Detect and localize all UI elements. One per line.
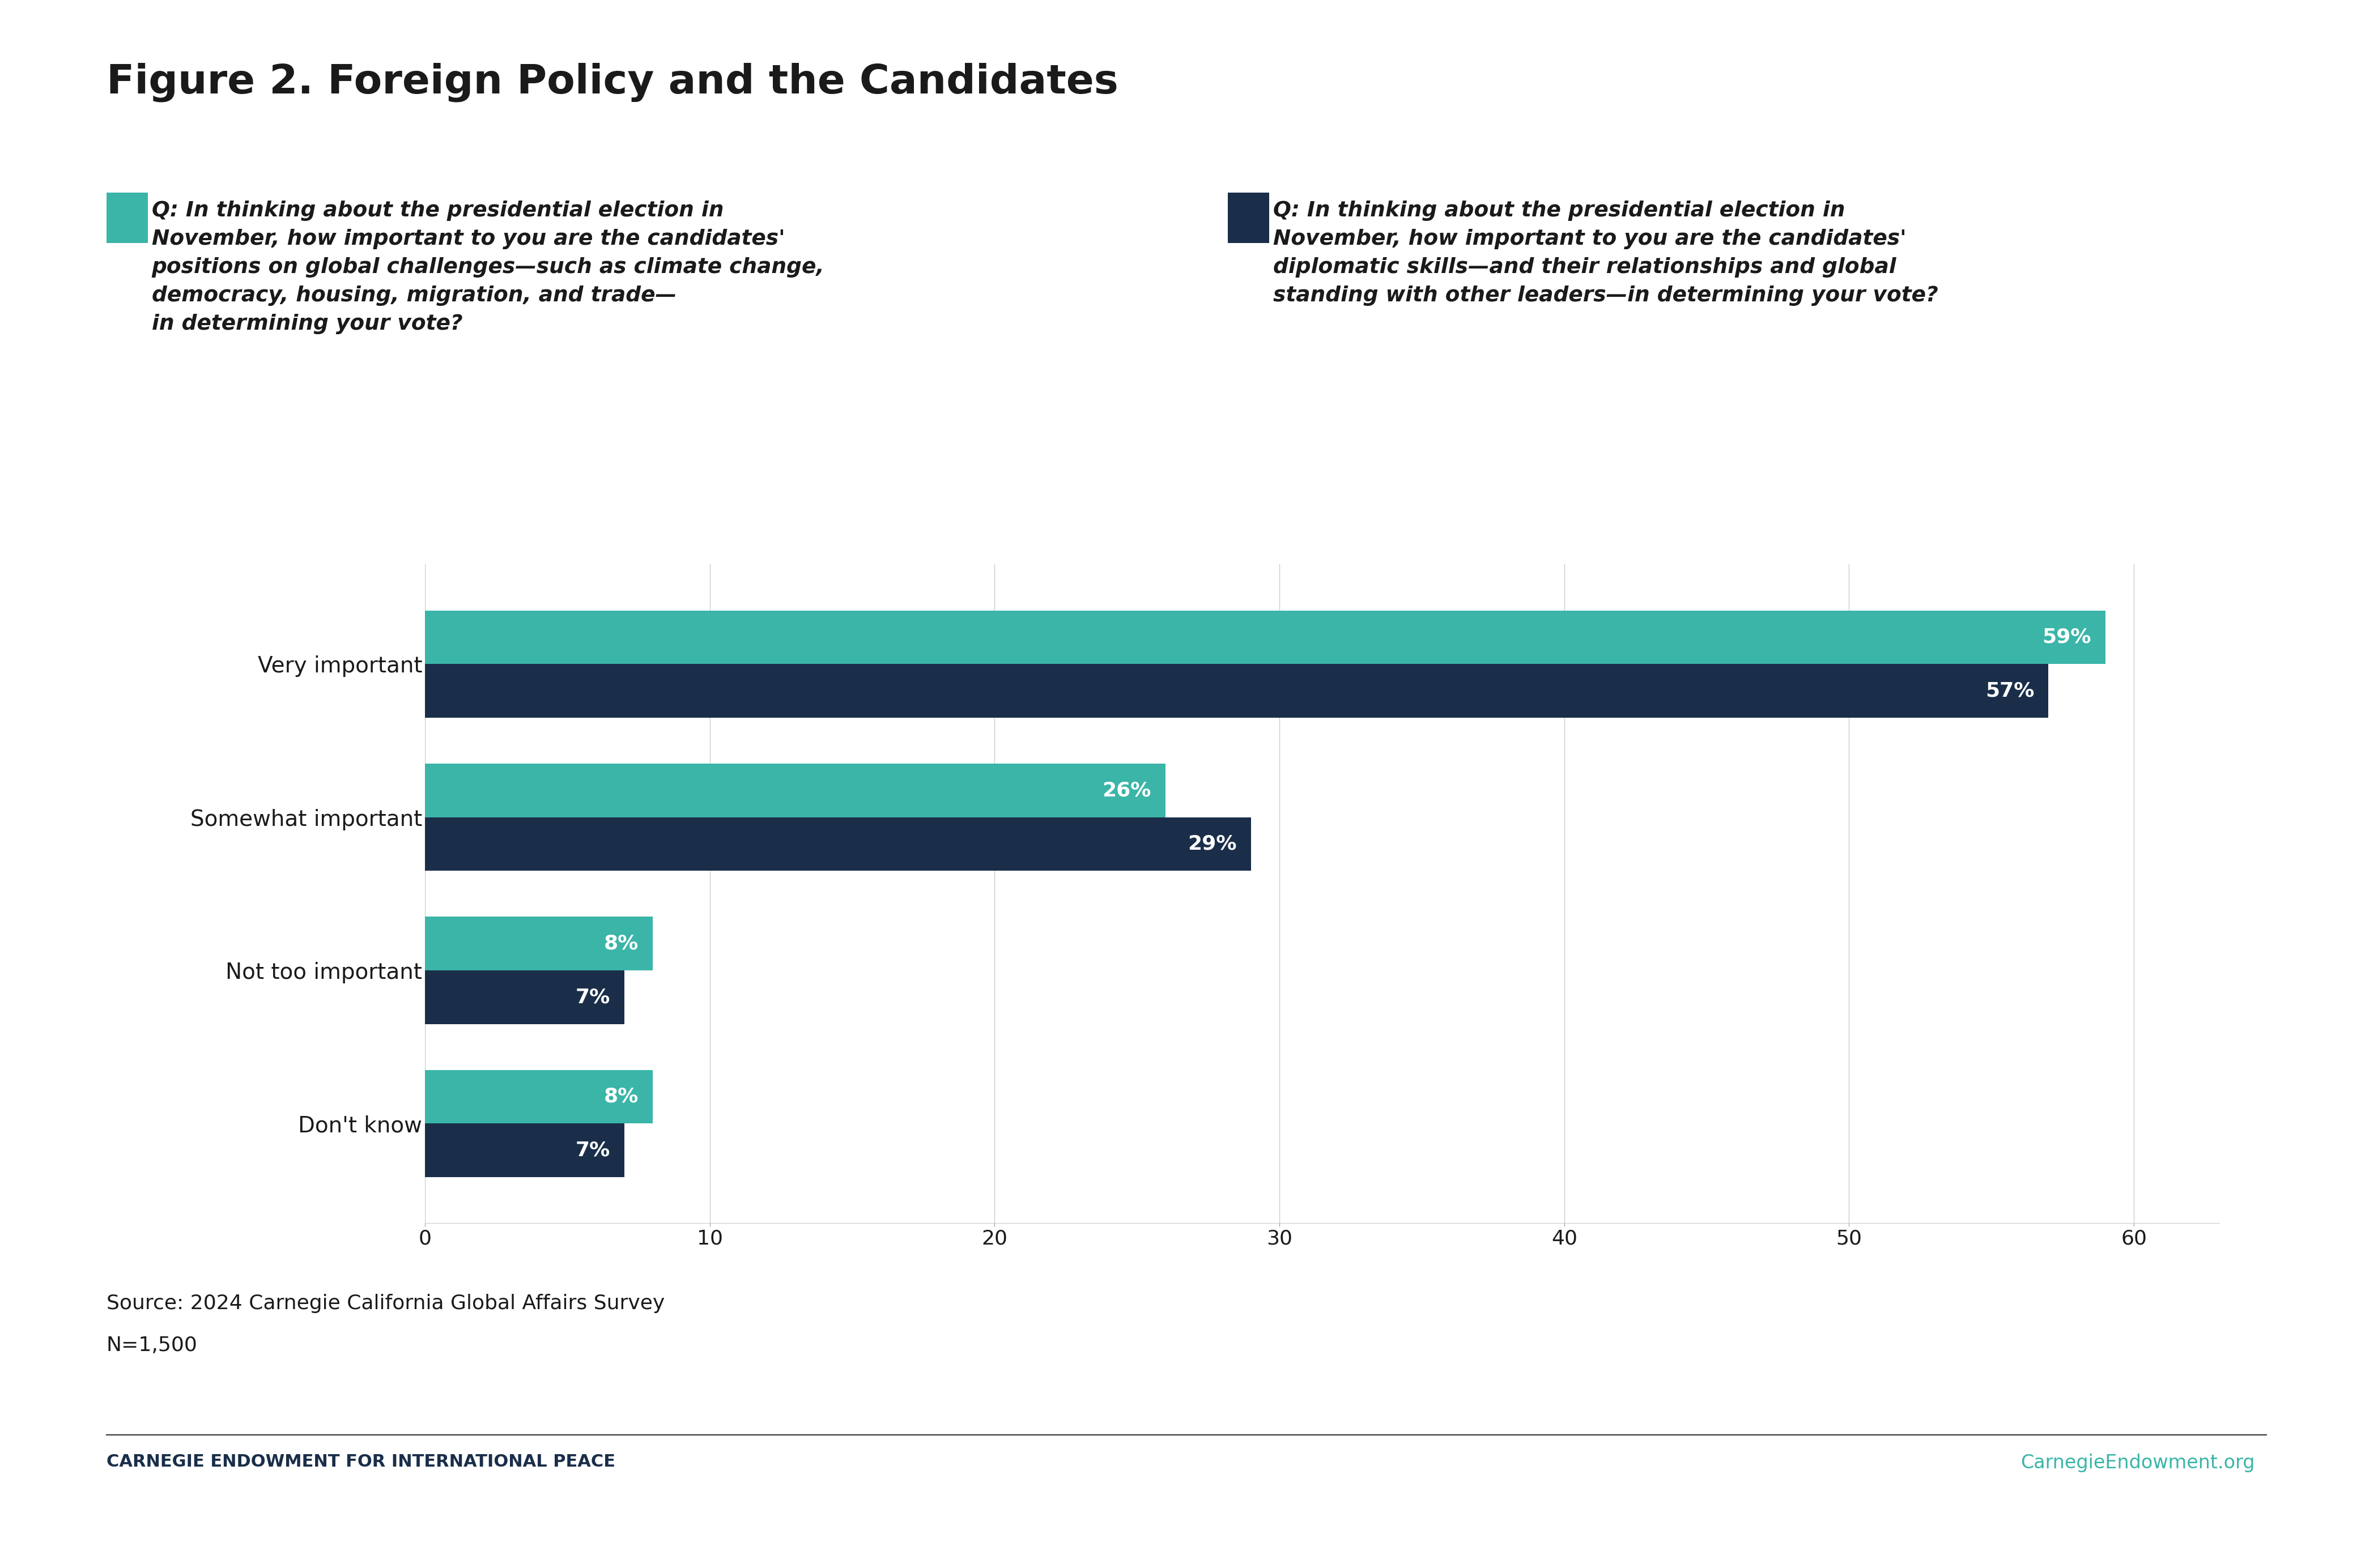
Text: CarnegieEndowment.org: CarnegieEndowment.org (2021, 1454, 2255, 1472)
Text: CARNEGIE ENDOWMENT FOR INTERNATIONAL PEACE: CARNEGIE ENDOWMENT FOR INTERNATIONAL PEA… (106, 1454, 616, 1469)
Text: 7%: 7% (576, 1140, 609, 1160)
Text: Q: In thinking about the presidential election in
November, how important to you: Q: In thinking about the presidential el… (1273, 201, 1938, 306)
Bar (425, 917, 654, 971)
Text: 8%: 8% (604, 1087, 637, 1107)
Bar (425, 817, 1251, 870)
Text: 57%: 57% (1986, 681, 2035, 701)
Text: Q: In thinking about the presidential election in
November, how important to you: Q: In thinking about the presidential el… (151, 201, 824, 334)
Text: Figure 2. Foreign Policy and the Candidates: Figure 2. Foreign Policy and the Candida… (106, 63, 1119, 102)
Text: 29%: 29% (1188, 834, 1237, 853)
Bar (425, 1069, 654, 1124)
Text: 7%: 7% (576, 988, 609, 1007)
Text: N=1,500: N=1,500 (106, 1336, 198, 1355)
Bar (425, 971, 623, 1024)
Text: 59%: 59% (2042, 627, 2092, 648)
Bar (425, 610, 2106, 663)
Bar (425, 663, 2049, 718)
Text: 8%: 8% (604, 935, 637, 953)
Text: Source: 2024 Carnegie California Global Affairs Survey: Source: 2024 Carnegie California Global … (106, 1294, 663, 1312)
Bar (425, 764, 1166, 817)
Text: 26%: 26% (1103, 781, 1152, 800)
Bar (425, 1124, 623, 1178)
